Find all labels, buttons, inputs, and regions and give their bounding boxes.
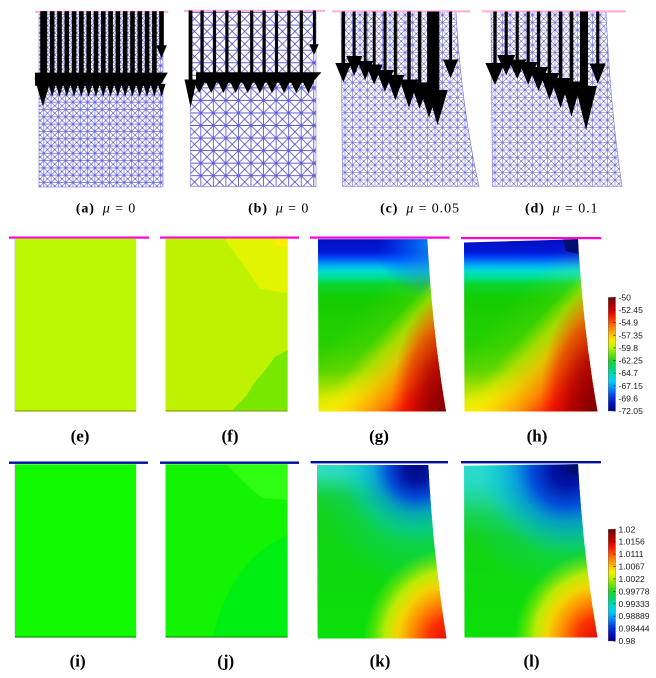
svg-text:(l): (l) — [523, 652, 539, 671]
svg-text:1.0067: 1.0067 — [619, 562, 646, 572]
svg-text:0.98889: 0.98889 — [619, 611, 650, 621]
svg-text:(k): (k) — [370, 652, 391, 671]
svg-text:1.02: 1.02 — [619, 524, 636, 534]
svg-text:1.0156: 1.0156 — [619, 537, 646, 547]
svg-text:(j): (j) — [217, 652, 234, 671]
svg-text:(i): (i) — [70, 652, 86, 671]
svg-text:-67.15: -67.15 — [619, 381, 644, 391]
svg-text:(a) μ = 0: (a) μ = 0 — [76, 202, 136, 217]
svg-text:(h): (h) — [527, 427, 548, 446]
svg-text:1.0111: 1.0111 — [619, 549, 644, 559]
svg-text:1.0022: 1.0022 — [619, 574, 646, 584]
svg-text:0.98: 0.98 — [619, 636, 636, 646]
svg-text:0.99778: 0.99778 — [619, 586, 650, 596]
svg-text:0.98444: 0.98444 — [619, 624, 650, 634]
svg-text:(d) μ = 0.1: (d) μ = 0.1 — [525, 202, 598, 217]
svg-text:(e): (e) — [71, 427, 90, 446]
svg-text:-57.35: -57.35 — [619, 330, 644, 340]
svg-text:(b) μ = 0: (b) μ = 0 — [248, 202, 309, 217]
svg-text:0.99333: 0.99333 — [619, 599, 650, 609]
svg-text:(f): (f) — [222, 427, 239, 446]
svg-text:-59.8: -59.8 — [619, 343, 639, 353]
svg-text:-52.45: -52.45 — [619, 305, 644, 315]
svg-text:-64.7: -64.7 — [619, 368, 639, 378]
svg-text:-72.05: -72.05 — [619, 406, 644, 416]
svg-text:-54.9: -54.9 — [619, 318, 639, 328]
svg-text:-50: -50 — [619, 292, 632, 302]
svg-text:(g): (g) — [369, 427, 389, 446]
svg-text:(c) μ = 0.05: (c) μ = 0.05 — [380, 202, 460, 217]
svg-text:-69.6: -69.6 — [619, 393, 639, 403]
svg-text:-62.25: -62.25 — [619, 356, 644, 366]
